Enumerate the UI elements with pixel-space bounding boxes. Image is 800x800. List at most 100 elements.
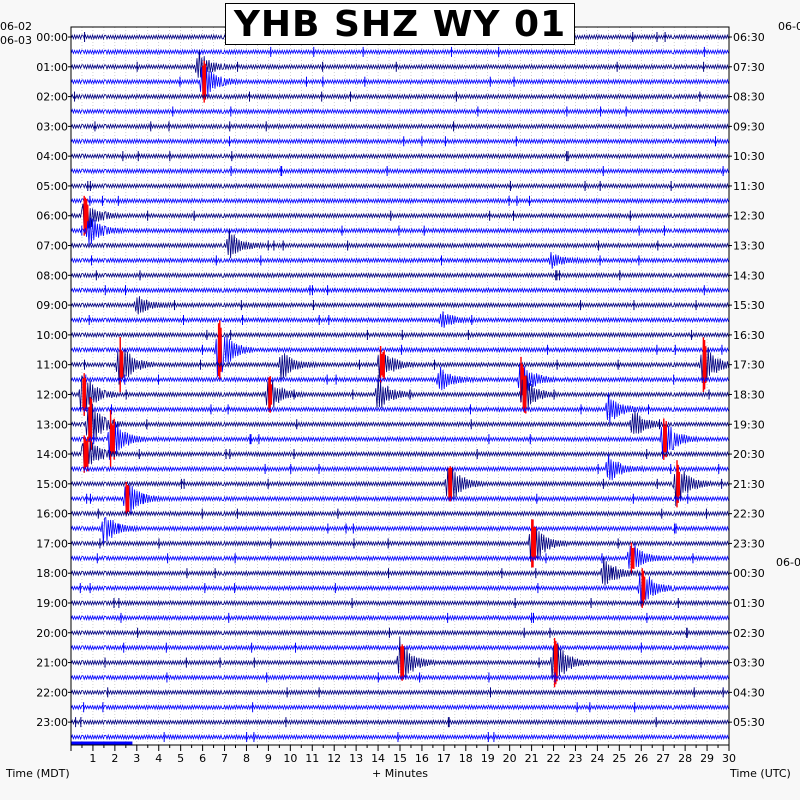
x-tick-label-18: 18	[459, 752, 473, 765]
seismic-trace-39	[70, 614, 729, 622]
right-hour-label-21:30: 21:30	[733, 478, 765, 491]
right-hour-label-19:30: 19:30	[733, 418, 765, 431]
left-hour-label-18:00: 18:00	[36, 567, 68, 580]
seismic-trace-42	[70, 636, 729, 688]
plot-background	[71, 27, 729, 745]
x-tick-label-12: 12	[327, 752, 341, 765]
x-tick-label-11: 11	[305, 752, 319, 765]
left-hour-label-05:00: 05:00	[36, 180, 68, 193]
left-hour-label-15:00: 15:00	[36, 478, 68, 491]
right-hour-label-03:30: 03:30	[733, 657, 765, 670]
seismic-trace-26	[70, 397, 729, 450]
date-left-main: 06-03	[0, 34, 32, 47]
x-tick-label-1: 1	[89, 752, 96, 765]
left-hour-label-17:00: 17:00	[36, 537, 68, 550]
right-hour-label-14:30: 14:30	[733, 269, 765, 282]
x-tick-label-29: 29	[700, 752, 714, 765]
seismic-trace-35	[70, 543, 729, 575]
seismic-trace-37	[70, 568, 729, 607]
seismic-trace-17	[70, 286, 729, 294]
seismic-trace-36	[70, 556, 729, 586]
label-layer: 1 2 3 4 5 6 7 8 9 10 11 12 13 14 15 16 17 18 19 20 21 22 23 24 2…	[36, 31, 764, 765]
seismic-trace-20	[70, 331, 729, 339]
seismic-trace-5	[70, 108, 729, 115]
left-hour-label-04:00: 04:00	[36, 150, 68, 163]
chart-title: YHB SHZ WY 01	[225, 3, 575, 45]
seismic-trace-8	[70, 152, 729, 160]
seismic-trace-19	[70, 311, 729, 328]
right-hour-label-12:30: 12:30	[733, 210, 765, 223]
seismic-trace-43	[70, 674, 729, 681]
right-hour-label-16:30: 16:30	[733, 329, 765, 342]
left-hour-label-14:00: 14:00	[36, 448, 68, 461]
left-hour-label-11:00: 11:00	[36, 359, 68, 372]
left-hour-label-10:00: 10:00	[36, 329, 68, 342]
left-hour-label-09:00: 09:00	[36, 299, 68, 312]
seismic-trace-46	[70, 718, 729, 726]
seismic-trace-7	[70, 137, 729, 145]
x-tick-label-25: 25	[612, 752, 626, 765]
seismic-trace-15	[70, 252, 729, 269]
right-hour-label-09:30: 09:30	[733, 120, 765, 133]
x-tick-label-27: 27	[656, 752, 670, 765]
left-hour-label-16:00: 16:00	[36, 508, 68, 521]
left-hour-label-02:00: 02:00	[36, 91, 68, 104]
seismic-trace-10	[70, 182, 729, 190]
left-hour-label-12:00: 12:00	[36, 388, 68, 401]
seismic-trace-14	[70, 228, 729, 259]
right-hour-label-17:30: 17:30	[733, 359, 765, 372]
x-tick-label-16: 16	[415, 752, 429, 765]
x-tick-label-9: 9	[265, 752, 272, 765]
seismic-trace-32	[70, 510, 729, 517]
right-hour-label-15:30: 15:30	[733, 299, 765, 312]
left-hour-label-20:00: 20:00	[36, 627, 68, 640]
seismic-trace-22	[70, 336, 729, 390]
x-tick-label-10: 10	[283, 752, 297, 765]
right-hour-label-22:30: 22:30	[733, 508, 765, 521]
seismic-trace-2	[70, 49, 729, 78]
seismic-trace-38	[70, 599, 729, 607]
seismic-trace-27	[70, 410, 729, 460]
x-tick-label-20: 20	[503, 752, 517, 765]
seismic-trace-6	[70, 123, 729, 130]
left-hour-label-22:00: 22:00	[36, 686, 68, 699]
seismic-trace-30	[70, 460, 729, 507]
seismic-trace-13	[70, 217, 729, 245]
x-tick-label-7: 7	[221, 752, 228, 765]
right-hour-label-01:30: 01:30	[733, 597, 765, 610]
left-hour-label-07:00: 07:00	[36, 240, 68, 253]
right-hour-label-05:30: 05:30	[733, 716, 765, 729]
right-hour-label-11:30: 11:30	[733, 180, 765, 193]
x-tick-label-14: 14	[371, 752, 385, 765]
x-tick-label-23: 23	[568, 752, 582, 765]
x-label-left: Time (MDT)	[6, 767, 70, 780]
x-tick-label-4: 4	[155, 752, 162, 765]
x-tick-label-21: 21	[525, 752, 539, 765]
right-hour-label-00:30: 00:30	[733, 567, 765, 580]
right-hour-label-07:30: 07:30	[733, 61, 765, 74]
right-hour-label-08:30: 08:30	[733, 91, 765, 104]
x-tick-label-15: 15	[393, 752, 407, 765]
seismic-trace-23	[70, 363, 729, 403]
seismic-trace-45	[70, 703, 729, 711]
seismic-trace-24	[70, 374, 729, 416]
x-tick-label-24: 24	[590, 752, 604, 765]
seismic-trace-3	[70, 60, 729, 100]
x-tick-label-6: 6	[199, 752, 206, 765]
x-tick-label-28: 28	[678, 752, 692, 765]
x-tick-label-30: 30	[722, 752, 736, 765]
right-hour-label-04:30: 04:30	[733, 686, 765, 699]
seismic-trace-4	[70, 93, 729, 100]
seismic-trace-9	[70, 167, 729, 175]
grid-layer	[71, 27, 729, 745]
right-hour-label-23:30: 23:30	[733, 537, 765, 550]
x-label-center: + Minutes	[372, 767, 429, 780]
seismic-trace-28	[70, 436, 729, 473]
left-hour-label-08:00: 08:00	[36, 269, 68, 282]
left-hour-label-13:00: 13:00	[36, 418, 68, 431]
x-tick-label-17: 17	[437, 752, 451, 765]
seismic-trace-44	[70, 689, 729, 696]
seismic-trace-11	[70, 197, 729, 205]
seismic-trace-12	[70, 197, 729, 236]
